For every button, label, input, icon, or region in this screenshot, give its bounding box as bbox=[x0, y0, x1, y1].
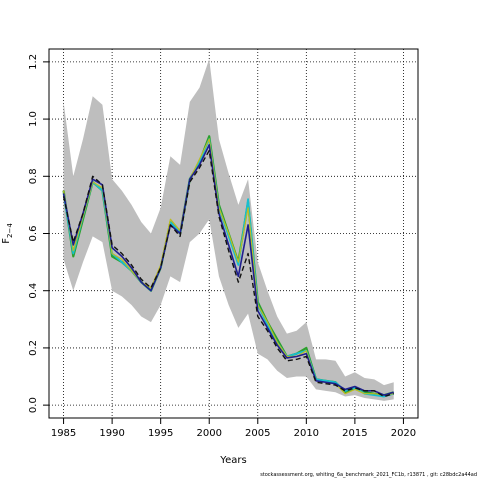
y-tick-label: 0.0 bbox=[28, 397, 39, 413]
y-tick-label: 0.6 bbox=[28, 226, 39, 242]
x-tick-label: 1995 bbox=[148, 428, 173, 439]
x-axis: 1985 1990 1995 2000 2005 2010 2015 2020 bbox=[51, 418, 416, 439]
y-axis-title-main: F bbox=[1, 238, 12, 244]
x-axis-title: Years bbox=[219, 455, 246, 466]
series-line-4 bbox=[62, 144, 394, 396]
x-tick-label: 2015 bbox=[342, 428, 367, 439]
x-tick-label: 2010 bbox=[294, 428, 319, 439]
series-line-5 bbox=[62, 149, 394, 398]
y-tick-label: 0.8 bbox=[28, 168, 39, 184]
confidence-band bbox=[63, 59, 394, 401]
x-tick-label: 2000 bbox=[196, 428, 221, 439]
y-tick-label: 1.2 bbox=[28, 54, 39, 70]
x-tick-label: 1985 bbox=[51, 428, 76, 439]
y-tick-label: 0.2 bbox=[28, 340, 39, 356]
footer-credit: stockassessment.org, whiting_6a_benchmar… bbox=[260, 472, 477, 478]
series-line-3 bbox=[62, 138, 394, 396]
y-axis: 0.0 0.2 0.4 0.6 0.8 1.0 1.2 bbox=[28, 54, 49, 413]
y-tick-label: 1.0 bbox=[28, 111, 39, 127]
y-tick-label: 0.4 bbox=[28, 283, 39, 299]
y-axis-title: F2−4 bbox=[1, 223, 14, 244]
y-axis-title-sub: 2−4 bbox=[6, 223, 14, 238]
series-lines bbox=[62, 135, 395, 398]
x-tick-label: 2005 bbox=[245, 428, 270, 439]
x-tick-label: 2020 bbox=[391, 428, 416, 439]
x-tick-label: 1990 bbox=[99, 428, 124, 439]
